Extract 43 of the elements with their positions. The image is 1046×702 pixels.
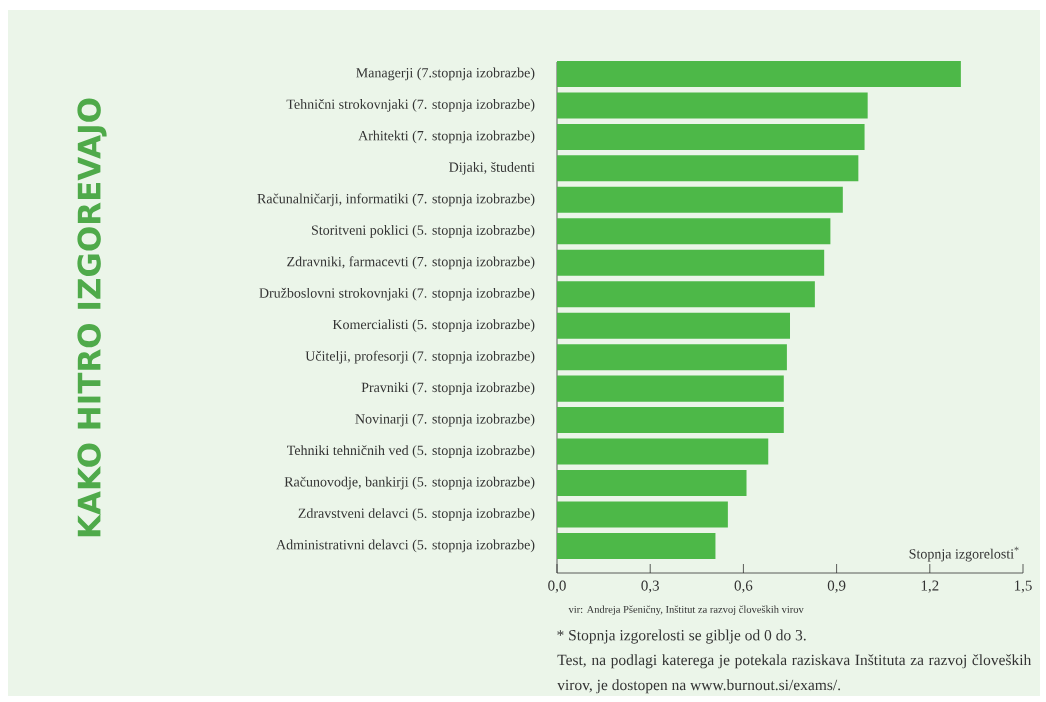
bar [557,249,825,276]
bar [557,312,791,339]
bar [557,407,784,434]
bar [557,92,868,119]
y-tick-label: Tehnični strokovnjaki (7. stopnja izobrazbe) [286,99,535,112]
bar [557,532,716,559]
text: KAKO HITRO IZGOREVAJO [77,98,107,537]
y-tick-label: Tehniki tehničnih ved (5. stopnja izobrazbe) [287,445,535,458]
x-tick-label: 0,0 [548,580,566,593]
bar [557,281,815,308]
bar [557,186,843,213]
y-tick-label: Računovodje, bankirji (5. stopnja izobrazbe) [284,476,535,490]
x-tick-label: 0,9 [827,580,846,593]
y-tick-label: Novinarji (7. stopnja izobrazbe) [355,413,535,427]
text: vir: Andreja Pšeničny, Inštitut za razvoj človeških virov [568,605,804,616]
y-tick-label: Zdravstveni delavci (5. stopnja izobrazbe) [298,508,535,521]
y-tick-label: Zdravniki, farmacevti (7. stopnja izobrazbe) [287,256,535,270]
bar [557,344,787,371]
bar [557,438,769,465]
x-tick-label: 1,2 [921,580,939,593]
y-tick-label: Komercialisti (5. stopnja izobrazbe) [332,319,535,333]
bar [557,155,859,182]
bar [557,501,728,528]
bar [557,375,784,402]
y-tick-label: Pravniki (7. stopnja izobrazbe) [361,382,535,395]
text: Test, na podlagi katerega je potekala raziskava Inštituta za razvoj človeških virov, je dostopen na www.burnout.si/exams/. [557,654,1032,694]
y-tick-label: Arhitekti (7. stopnja izobrazbe) [358,130,535,144]
bar [557,60,961,87]
x-tick-label: 1,5 [1014,580,1032,593]
bar [557,218,831,245]
y-tick-label: Administrativni delavci (5. stopnja izobrazbe) [276,539,535,553]
y-tick-label: Dijaki, študenti [449,162,535,175]
y-tick-label: Računalničarji, informatiki (7. stopnja izobrazbe) [257,193,535,207]
bar [557,470,747,497]
y-tick-label: Storitveni poklici (5. stopnja izobrazbe) [311,224,535,238]
y-tick-label: Učitelji, profesorji (7. stopnja izobrazbe) [305,350,535,364]
x-axis-title: Stopnja izgorelosti$^{*}$ [909,546,1019,562]
x-tick-label: 0,6 [734,580,753,593]
y-tick-label: Družboslovni strokovnjaki (7. stopnja izobrazbe) [259,287,535,301]
y-tick-label: Managerji (7.stopnja izobrazbe) [356,67,535,81]
bar [557,123,865,150]
text: * Stopnja izgorelosti se giblje od 0 do 3. [557,629,806,644]
x-tick-label: 0,3 [641,580,659,593]
